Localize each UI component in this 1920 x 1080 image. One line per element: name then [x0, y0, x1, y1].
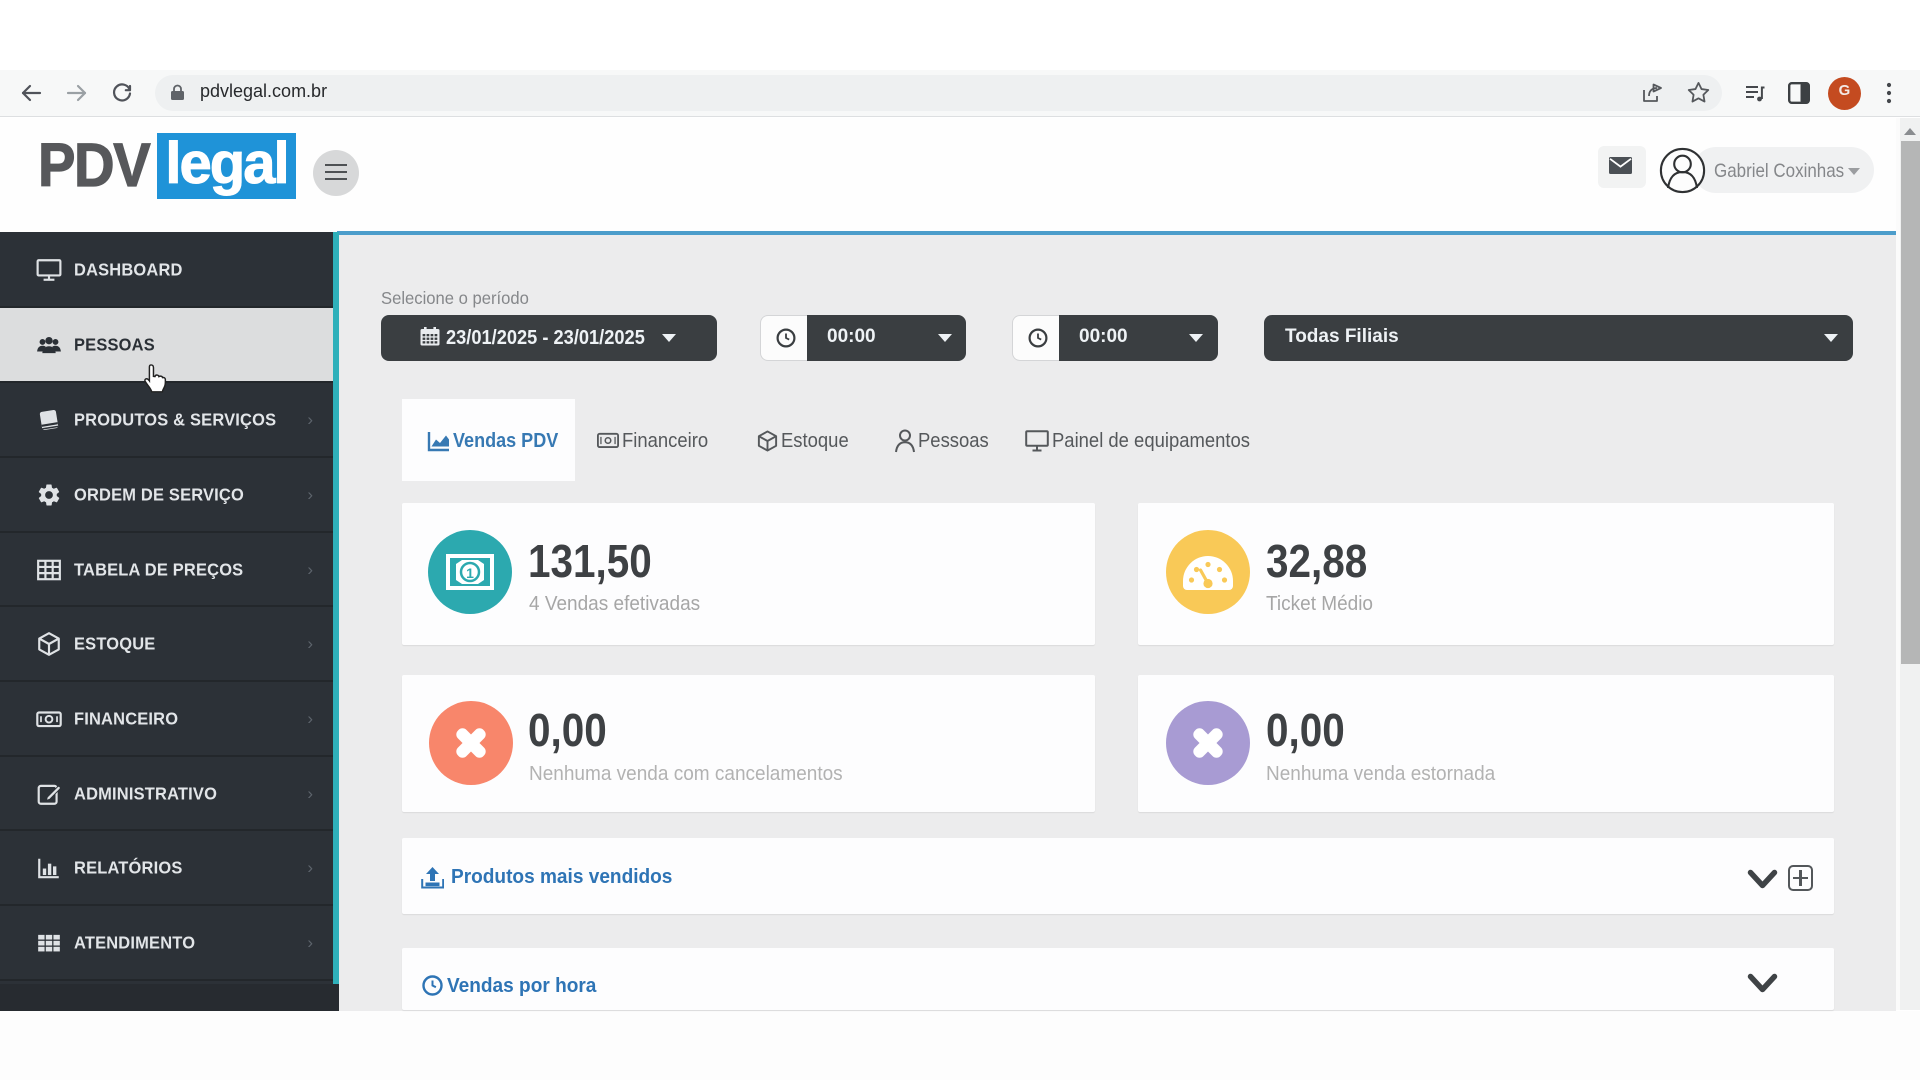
svg-text:1: 1 [466, 565, 474, 581]
